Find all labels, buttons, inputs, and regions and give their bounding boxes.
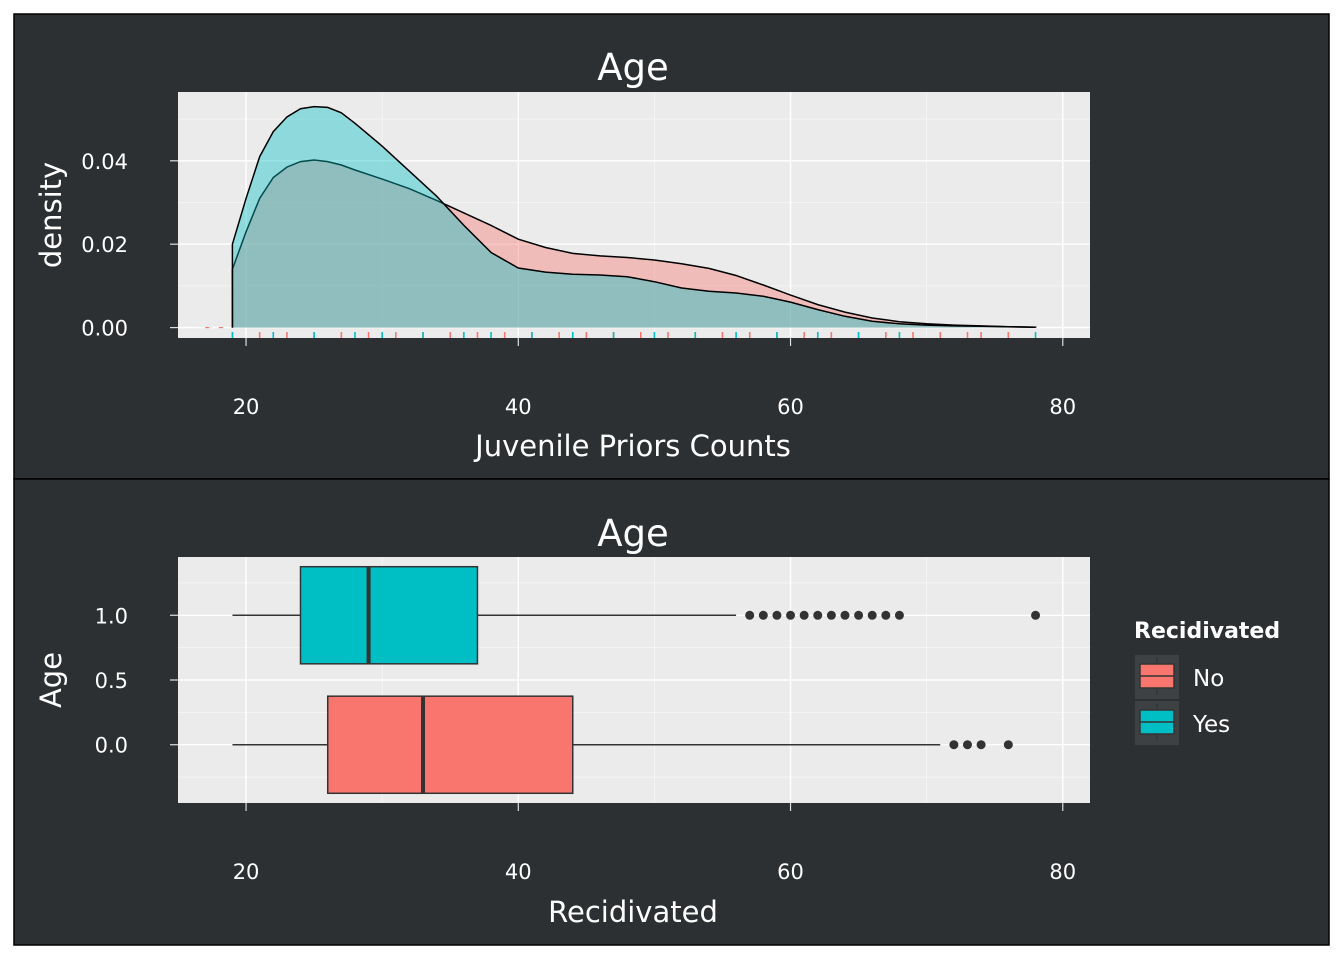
box-yes [299, 565, 479, 665]
density-line-yes [231, 105, 1037, 328]
outlier-yes [840, 610, 850, 620]
boxplot-y-axis-title: Age [34, 652, 68, 708]
outlier-no [962, 740, 972, 750]
outlier-yes [867, 610, 877, 620]
outlier-yes [745, 610, 755, 620]
density-areas [231, 105, 1037, 328]
box-no [326, 695, 574, 795]
outlier-yes [894, 610, 904, 620]
outlier-no [1003, 740, 1013, 750]
density-title: Age [597, 46, 669, 89]
density-x-tick-label: 60 [777, 395, 804, 419]
outlier-yes [758, 610, 768, 620]
boxplot-marks [232, 565, 1041, 795]
boxplot-x-tick-label: 60 [777, 860, 804, 884]
density-area-no [232, 160, 1036, 328]
outlier-no [949, 740, 959, 750]
outlier-yes [1031, 610, 1041, 620]
legend-title: Recidivated [1134, 619, 1280, 644]
density-ticks: 20 40 60 80 0.00 0.02 0.04 [81, 150, 1076, 419]
density-gridlines [178, 92, 1090, 338]
boxplot-ticks: 20 40 60 80 0.0 0.5 1.0 [95, 604, 1077, 884]
boxplot-y-tick-label: 0.0 [95, 734, 128, 758]
outlier-no [976, 740, 986, 750]
density-area-yes [232, 106, 1036, 328]
boxplot-y-tick-label: 0.5 [95, 669, 128, 693]
density-line-no [231, 159, 1037, 328]
outlier-yes [813, 610, 823, 620]
density-x-tick-label: 40 [505, 395, 532, 419]
legend-label-yes: Yes [1192, 712, 1230, 738]
legend-keys: No Yes [1135, 655, 1230, 745]
density-y-tick-label: 0.02 [81, 233, 128, 257]
density-x-tick-label: 80 [1049, 395, 1076, 419]
legend: Recidivated No Yes [1134, 619, 1280, 745]
density-y-tick-label: 0.04 [81, 150, 128, 174]
boxplot-title: Age [597, 512, 669, 555]
boxplot-y-tick-label: 1.0 [95, 604, 128, 628]
outlier-yes [881, 610, 891, 620]
density-x-axis-title: Juvenile Priors Counts [473, 429, 791, 463]
density-y-axis-title: density [34, 162, 68, 268]
density-rug [205, 326, 1037, 338]
outlier-yes [799, 610, 809, 620]
density-y-tick-label: 0.00 [81, 317, 128, 341]
outlier-yes [826, 610, 836, 620]
outlier-yes [786, 610, 796, 620]
outlier-yes [772, 610, 782, 620]
density-plot-area [178, 92, 1090, 338]
boxplot-x-axis-title: Recidivated [548, 895, 718, 929]
boxplot-x-tick-label: 80 [1049, 860, 1076, 884]
legend-label-no: No [1193, 666, 1224, 692]
outlier-yes [854, 610, 864, 620]
density-x-tick-label: 20 [233, 395, 260, 419]
boxplot-x-tick-label: 40 [505, 860, 532, 884]
boxplot-x-tick-label: 20 [233, 860, 260, 884]
